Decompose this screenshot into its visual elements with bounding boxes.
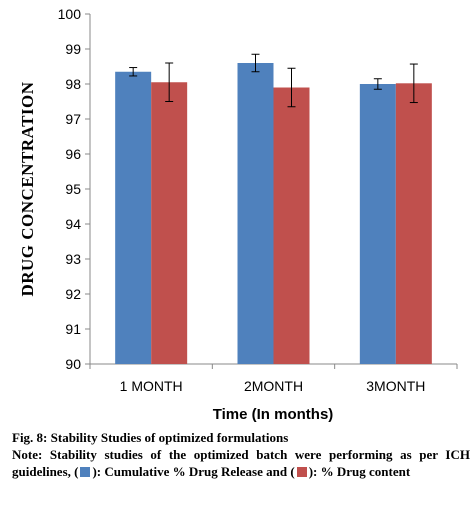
x-tick-label: 3MONTH [366,378,425,394]
note-suffix: ): % Drug content [308,464,411,479]
caption-title: Fig. 8: Stability Studies of optimized f… [12,430,289,445]
x-axis-label: Time (In months) [213,406,334,423]
bar [395,83,432,365]
y-tick-label: 99 [65,41,81,57]
bar [273,87,310,364]
y-tick-label: 93 [65,251,81,267]
y-tick-label: 96 [65,146,81,162]
bar [359,84,396,364]
y-tick-label: 90 [65,356,81,372]
x-tick-label: 1 MONTH [120,378,183,394]
caption-note: Note: Stability studies of the optimized… [12,446,470,480]
note-mid: ): Cumulative % Drug Release and ( [92,464,295,479]
y-tick-label: 100 [58,6,82,22]
x-tick-label: 2MONTH [244,378,303,394]
bar [151,82,188,364]
y-tick-label: 95 [65,181,81,197]
y-tick-label: 98 [65,76,81,92]
figure-caption: Fig. 8: Stability Studies of optimized f… [12,429,470,480]
bars-group [115,63,432,365]
x-axis-ticks: 1 MONTH 2MONTH 3MONTH [89,364,458,394]
stability-chart: 90 91 92 93 94 95 96 97 98 99 100 1 MONTH 2MONTH 3MO… [18,6,458,423]
error-bars-group [129,53,418,108]
y-tick-label: 91 [65,321,81,337]
legend-swatch-blue [80,467,91,477]
bar [115,71,152,364]
legend-swatch-red [296,467,307,477]
y-axis-ticks: 90 91 92 93 94 95 96 97 98 99 100 [58,6,90,372]
y-tick-label: 94 [65,216,81,232]
y-tick-label: 92 [65,286,81,302]
y-tick-label: 97 [65,111,81,127]
bar [237,63,274,364]
note-prefix: Note: Stability studies of the optimized… [12,447,470,479]
y-axis-label: DRUG CONCENTRATION [18,81,37,296]
